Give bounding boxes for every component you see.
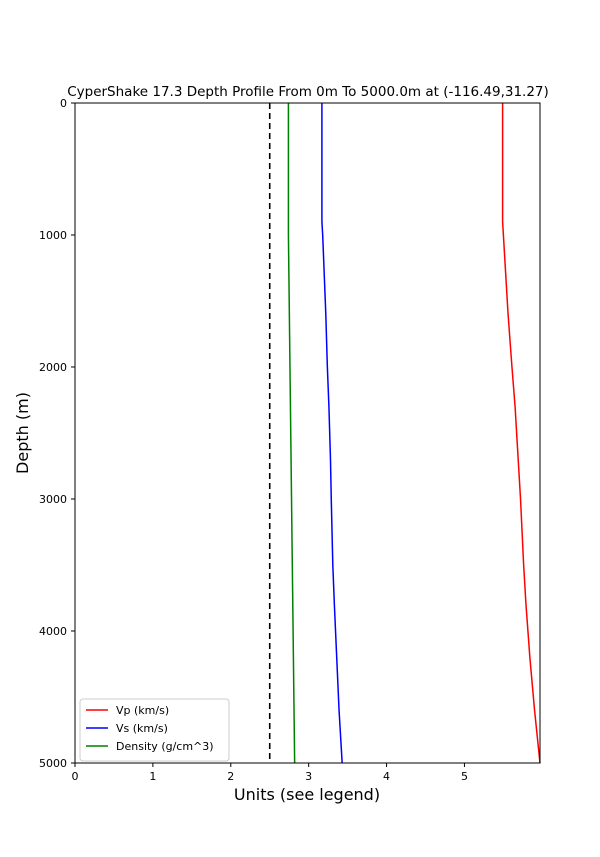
x-axis: 0 1 2 3 4 5 (72, 763, 468, 783)
plot-frame (74, 102, 541, 764)
legend: Vp (km/s) Vs (km/s) Density (g/cm^3) (79, 698, 230, 762)
y-axis: 0 1000 2000 3000 4000 5000 (39, 97, 75, 770)
x-axis-title: Units (see legend) (234, 785, 380, 804)
x-tick-label: 2 (227, 770, 234, 783)
chart-title: CyperShake 17.3 Depth Profile From 0m To… (67, 84, 549, 100)
plot-area (74, 102, 541, 764)
legend-box (79, 698, 230, 762)
x-tick-label: 1 (149, 770, 156, 783)
series-line-2 (287, 103, 296, 764)
legend-label-2: Density (g/cm^3) (116, 740, 214, 753)
x-tick-label: 3 (305, 770, 312, 783)
series-line-0 (501, 103, 541, 764)
legend-label-0: Vp (km/s) (116, 704, 169, 717)
y-tick-label: 3000 (39, 493, 67, 506)
y-tick-label: 4000 (39, 625, 67, 638)
y-tick-label: 2000 (39, 361, 67, 374)
x-tick-label: 5 (461, 770, 468, 783)
y-tick-label: 1000 (39, 229, 67, 242)
x-tick-label: 4 (383, 770, 390, 783)
y-tick-label: 5000 (39, 757, 67, 770)
series-line-1 (321, 103, 343, 764)
x-tick-label: 0 (72, 770, 79, 783)
y-axis-title: Depth (m) (13, 392, 32, 474)
series-layer (268, 103, 541, 764)
legend-label-1: Vs (km/s) (116, 722, 168, 735)
y-tick-label: 0 (60, 97, 67, 110)
